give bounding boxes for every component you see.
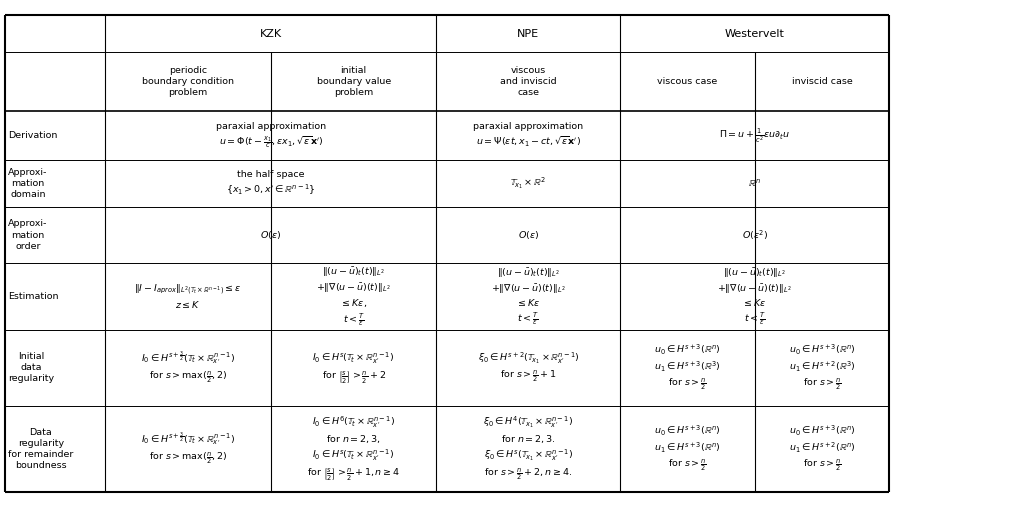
Text: the half space
$\{x_1>0, x'\in\mathbb{R}^{n-1}\}$: the half space $\{x_1>0, x'\in\mathbb{R}… [226,170,315,197]
Text: $O(\varepsilon^2)$: $O(\varepsilon^2)$ [741,228,768,242]
Text: $\xi_0 \in H^{s+2}(\mathbb{T}_{x_1}\times\mathbb{R}^{n-1}_{x'})$
for $s>\frac{n}: $\xi_0 \in H^{s+2}(\mathbb{T}_{x_1}\time… [478,350,579,385]
Text: $\|(u-\bar{u})_t(t)\|_{L^2}$
$+\|\nabla(u-\bar{u})(t)\|_{L^2}$
$\leq K\varepsilo: $\|(u-\bar{u})_t(t)\|_{L^2}$ $+\|\nabla(… [718,266,792,327]
Text: initial
boundary value
problem: initial boundary value problem [316,66,391,97]
Text: $\|I - I_{aprox}\|_{L^2(\mathbb{T}_t\times\mathbb{R}^{n-1})} \leq \varepsilon$
$: $\|I - I_{aprox}\|_{L^2(\mathbb{T}_t\tim… [134,282,242,310]
Text: Data
regularity
for remainder
boundness: Data regularity for remainder boundness [8,427,73,470]
Text: $u_0 \in H^{s+3}(\mathbb{R}^n)$
$u_1 \in H^{s+3}(\mathbb{R}^3)$
for $s>\frac{n}{: $u_0 \in H^{s+3}(\mathbb{R}^n)$ $u_1 \in… [655,342,721,393]
Text: $I_0 \in H^{s+\frac{3}{2}}(\mathbb{T}_t\times\mathbb{R}^{n-1}_{x'})$
for $s>\max: $I_0 \in H^{s+\frac{3}{2}}(\mathbb{T}_t\… [141,349,236,386]
Text: $\mathbb{T}_{x_1}\times\mathbb{R}^2$: $\mathbb{T}_{x_1}\times\mathbb{R}^2$ [511,176,546,191]
Text: paraxial approximation
$u=\Psi(\varepsilon t, x_1-ct, \sqrt{\varepsilon}\mathbf{: paraxial approximation $u=\Psi(\varepsil… [474,123,583,149]
Text: Derivation: Derivation [8,131,58,140]
Text: periodic
boundary condition
problem: periodic boundary condition problem [143,66,234,97]
Text: Approxi-
mation
domain: Approxi- mation domain [8,168,48,199]
Text: viscous case: viscous case [658,77,718,86]
Text: $\|(u-\bar{u})_t(t)\|_{L^2}$
$+\|\nabla(u-\bar{u})(t)\|_{L^2}$
$\leq K\varepsilo: $\|(u-\bar{u})_t(t)\|_{L^2}$ $+\|\nabla(… [491,266,566,327]
Text: $\xi_0 \in H^{4}(\mathbb{T}_{x_1}\times\mathbb{R}^{n-1}_{x'})$
for $n=2, 3.$
$\x: $\xi_0 \in H^{4}(\mathbb{T}_{x_1}\times\… [483,415,574,483]
Text: viscous
and inviscid
case: viscous and inviscid case [500,66,556,97]
Text: KZK: KZK [260,28,282,39]
Text: NPE: NPE [517,28,540,39]
Text: Westervelt: Westervelt [725,28,785,39]
Text: $\Pi = u + \frac{1}{c^2}\varepsilon u \partial_t u$: $\Pi = u + \frac{1}{c^2}\varepsilon u \p… [719,127,791,144]
Text: paraxial approximation
$u=\Phi(t-\frac{x_1}{c},\varepsilon x_1, \sqrt{\varepsilo: paraxial approximation $u=\Phi(t-\frac{x… [216,122,326,150]
Text: $I_0 \in H^{s}(\mathbb{T}_t\times\mathbb{R}^{n-1}_{x'})$
for $\left[\frac{s}{2}\: $I_0 \in H^{s}(\mathbb{T}_t\times\mathbb… [312,351,395,385]
Text: $I_0 \in H^{s+\frac{3}{2}}(\mathbb{T}_t\times\mathbb{R}^{n-1}_{x'})$
for $s>\max: $I_0 \in H^{s+\frac{3}{2}}(\mathbb{T}_t\… [141,430,236,467]
Text: $u_0 \in H^{s+3}(\mathbb{R}^n)$
$u_1 \in H^{s+2}(\mathbb{R}^3)$
for $s>\frac{n}{: $u_0 \in H^{s+3}(\mathbb{R}^n)$ $u_1 \in… [789,342,855,393]
Text: Approxi-
mation
order: Approxi- mation order [8,220,48,250]
Text: $O(\varepsilon)$: $O(\varepsilon)$ [261,229,281,241]
Text: Estimation: Estimation [8,292,59,301]
Text: $u_0 \in H^{s+3}(\mathbb{R}^n)$
$u_1 \in H^{s+2}(\mathbb{R}^n)$
for $s>\frac{n}{: $u_0 \in H^{s+3}(\mathbb{R}^n)$ $u_1 \in… [789,423,855,474]
Text: Initial
data
regularity: Initial data regularity [8,352,55,383]
Text: $O(\varepsilon)$: $O(\varepsilon)$ [518,229,539,241]
Text: $\|(u-\bar{u})_t(t)\|_{L^2}$
$+\|\nabla(u-\bar{u})(t)\|_{L^2}$
$\leq K\varepsilo: $\|(u-\bar{u})_t(t)\|_{L^2}$ $+\|\nabla(… [316,265,391,328]
Text: $I_0 \in H^{6}(\mathbb{T}_t\times\mathbb{R}^{n-1}_{x'})$
for $n=2,3,$
$I_0 \in H: $I_0 \in H^{6}(\mathbb{T}_t\times\mathbb… [307,415,400,482]
Text: $\mathbb{R}^n$: $\mathbb{R}^n$ [749,177,761,190]
Text: $u_0 \in H^{s+3}(\mathbb{R}^n)$
$u_1 \in H^{s+3}(\mathbb{R}^n)$
for $s>\frac{n}{: $u_0 \in H^{s+3}(\mathbb{R}^n)$ $u_1 \in… [655,423,721,474]
Text: inviscid case: inviscid case [792,77,852,86]
